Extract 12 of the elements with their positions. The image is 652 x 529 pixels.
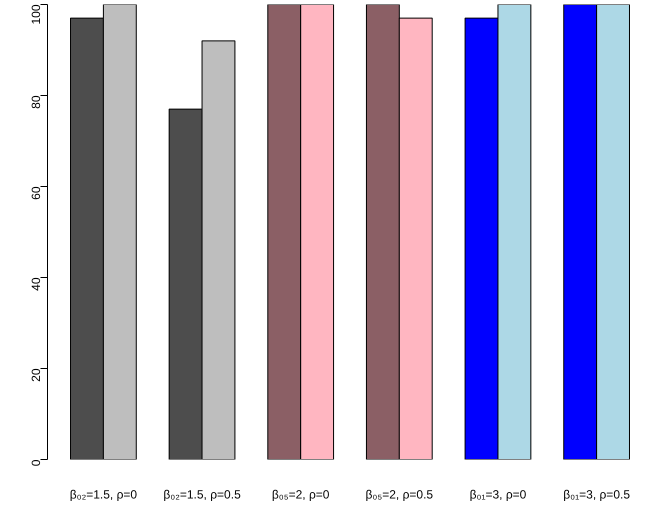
y-tick-label: 60 bbox=[29, 186, 43, 200]
y-tick-label: 100 bbox=[29, 4, 43, 25]
y-tick-label: 20 bbox=[29, 368, 43, 382]
x-tick-label: β₀₂=1.5, ρ=0.5 bbox=[163, 488, 242, 502]
x-tick-label: β₀₁=3, ρ=0.5 bbox=[563, 488, 630, 502]
y-tick-label: 0 bbox=[29, 459, 43, 466]
y-tick-label: 80 bbox=[29, 95, 43, 109]
y-tick-label: 40 bbox=[29, 277, 43, 291]
x-tick-label: β₀₁=3, ρ=0 bbox=[470, 488, 527, 502]
x-tick-label: β₀₅=2, ρ=0 bbox=[272, 488, 330, 502]
x-tick-label: β₀₅=2, ρ=0.5 bbox=[366, 488, 434, 502]
x-tick-label: β₀₂=1.5, ρ=0 bbox=[70, 488, 138, 502]
